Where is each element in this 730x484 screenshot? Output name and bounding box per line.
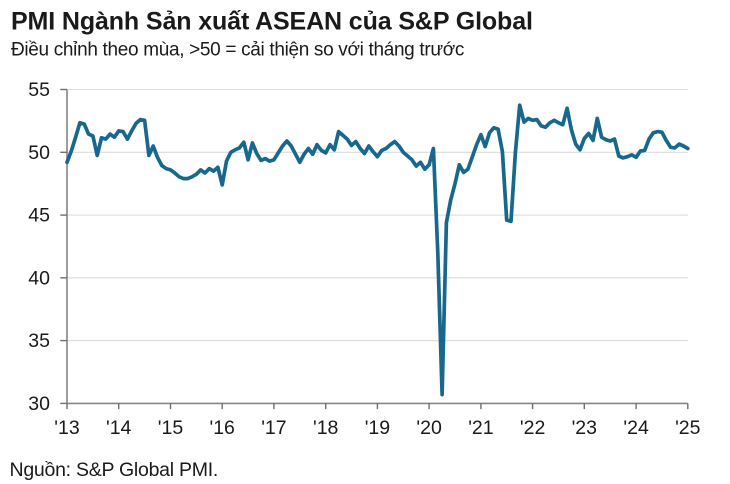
svg-text:'22: '22 (520, 417, 545, 439)
svg-text:'17: '17 (261, 417, 286, 439)
svg-text:55: 55 (28, 79, 50, 101)
svg-text:'18: '18 (313, 417, 338, 439)
svg-text:'20: '20 (416, 417, 442, 439)
svg-text:45: 45 (28, 205, 50, 227)
svg-text:Điều chỉnh theo mùa, >50 = cải: Điều chỉnh theo mùa, >50 = cải thiện so … (11, 40, 464, 61)
svg-text:'13: '13 (54, 417, 79, 439)
svg-text:35: 35 (28, 330, 50, 352)
svg-text:30: 30 (28, 393, 50, 415)
svg-text:'21: '21 (468, 417, 493, 439)
svg-text:'24: '24 (623, 417, 649, 439)
svg-text:'19: '19 (365, 417, 390, 439)
svg-text:'14: '14 (106, 417, 132, 439)
svg-text:'23: '23 (572, 417, 597, 439)
svg-text:50: 50 (28, 142, 50, 164)
svg-text:PMI Ngành Sản xuất ASEAN của S: PMI Ngành Sản xuất ASEAN của S&P Global (11, 8, 533, 36)
svg-text:'25: '25 (675, 417, 701, 439)
svg-text:'15: '15 (158, 417, 184, 439)
svg-text:40: 40 (28, 267, 50, 289)
svg-text:Nguồn: S&P Global PMI.: Nguồn: S&P Global PMI. (10, 459, 219, 481)
svg-text:'16: '16 (209, 417, 234, 439)
